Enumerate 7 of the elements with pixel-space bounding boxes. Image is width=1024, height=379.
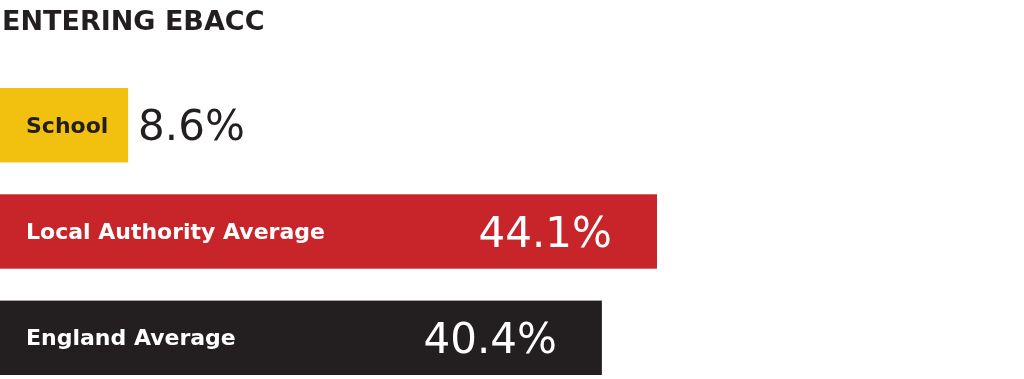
y-tick-label: School [26, 112, 109, 138]
data-label: 44.1% [478, 207, 612, 257]
y-tick-label: Local Authority Average [26, 219, 325, 245]
y-tick-label: England Average [26, 325, 236, 351]
data-label: 8.6% [138, 101, 245, 151]
chart-title: ENTERING EBACC [2, 5, 265, 36]
data-label: 40.4% [423, 313, 557, 363]
